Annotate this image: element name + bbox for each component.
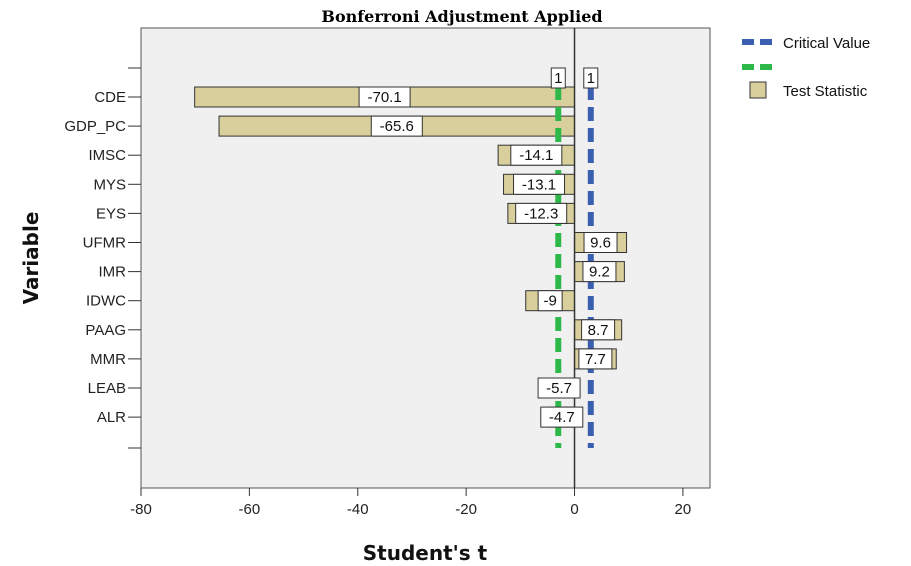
data-label: 9.6 [590,235,611,252]
data-label-box [582,261,617,283]
legend-test-statistic-swatch [749,81,767,99]
y-tick-label: ALR [97,409,126,426]
data-label: -9 [543,293,556,310]
y-axis-title: Variable [19,212,43,305]
chart-title: Bonferroni Adjustment Applied [321,7,602,26]
x-tick-label: -60 [239,501,261,518]
data-label-box [513,173,566,195]
data-label: 9.2 [589,264,610,281]
y-tick-label: MYS [93,176,126,193]
data-label-box [537,377,581,399]
x-tick-label: -40 [347,501,369,518]
critical-value-label-1: 1 [554,70,562,87]
y-tick-label: LEAB [88,380,126,397]
x-axis: -80 -60 -40 -20 0 20 [130,488,691,518]
y-tick-label: UFMR [83,235,126,252]
y-tick-label: IMSC [89,147,127,164]
legend-critical-value-label: Critical Value [783,35,870,52]
x-tick-label: 20 [675,501,692,518]
data-label-box [581,319,616,341]
y-tick-label: IMR [99,264,127,281]
x-tick-label: -80 [130,501,152,518]
data-label: -4.7 [549,409,575,426]
data-label-box [583,232,618,253]
data-label-box [578,348,613,370]
data-label: -70.1 [367,89,401,106]
data-label-box [537,290,563,312]
data-label-box [370,115,423,137]
critical-value-label-2: 1 [587,70,595,87]
y-tick-label: MMR [90,351,126,368]
legend: Critical Value Test Statistic [742,35,870,100]
y-tick-label: EYS [96,205,126,222]
y-tick-label: PAAG [85,322,126,339]
data-label-box [358,86,411,108]
data-label: -5.7 [546,380,572,397]
data-label-box [515,202,568,224]
y-tick-label: CDE [94,89,126,106]
data-label-box [510,144,563,166]
data-labels-group: 1 1 -70.1 -65.6 -14.1 -13.1 -12.3 9.6 9.2 -9 8.7 7.… [358,67,618,428]
critical-value-label-box-1 [550,67,566,89]
x-axis-title: Student's t [363,541,488,565]
data-label: -12.3 [524,205,558,222]
data-label: -65.6 [380,118,414,135]
y-tick-label: GDP_PC [64,118,126,135]
y-axis: CDE GDP_PC IMSC MYS EYS UFMR IMR IDWC PAAG MMR LEA… [64,67,141,449]
critical-value-label-box-2 [583,67,599,89]
data-label: 8.7 [588,322,609,339]
data-label-box [540,406,584,428]
x-tick-label: 0 [570,501,578,518]
y-tick-label: IDWC [86,293,126,310]
data-label: 7.7 [585,351,606,368]
data-label: -13.1 [522,176,556,193]
legend-test-statistic-label: Test Statistic [783,83,868,100]
x-tick-label: -20 [455,501,477,518]
data-label: -14.1 [519,147,553,164]
